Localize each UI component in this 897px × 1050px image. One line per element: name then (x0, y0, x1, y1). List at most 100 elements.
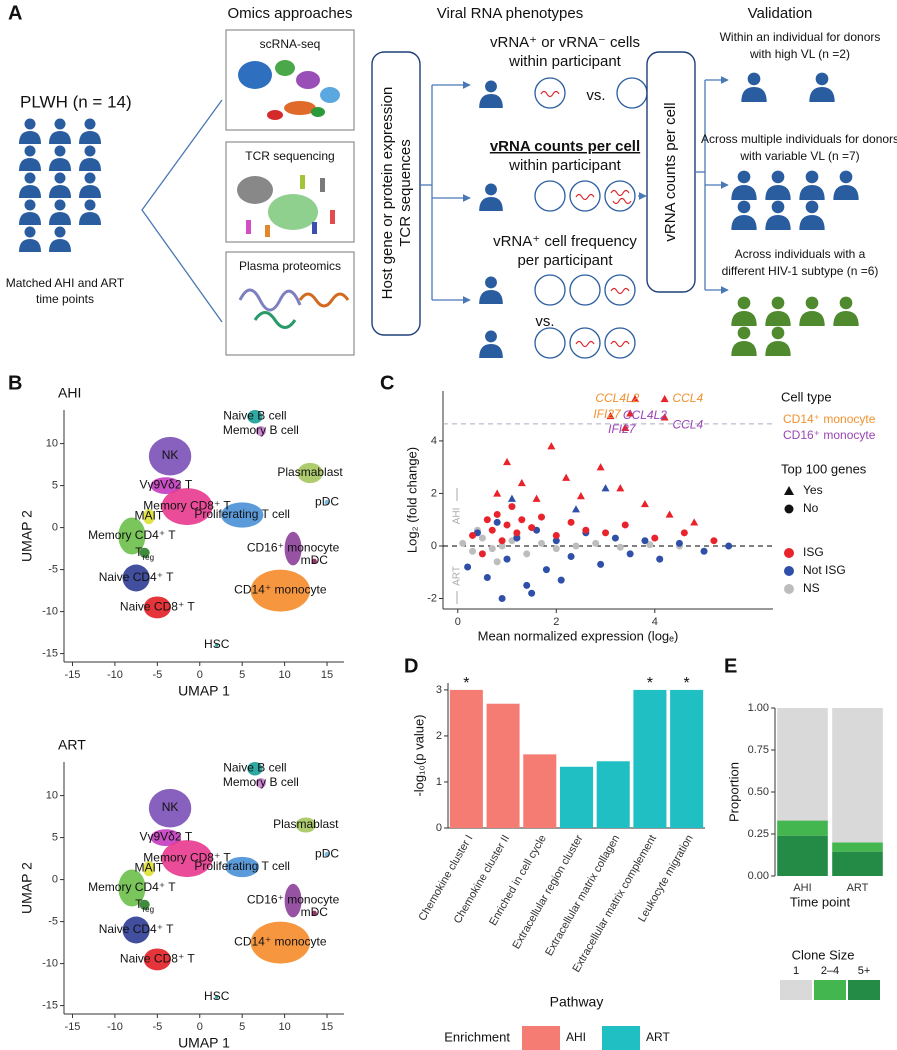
point (651, 534, 659, 542)
person-icon (19, 118, 41, 144)
validation-icons (731, 296, 859, 356)
cluster-name: Naive CD8⁺ T (120, 600, 195, 614)
cluster-name: Proliferating T cell (194, 507, 290, 521)
legend-swatch (848, 980, 880, 1000)
y-tick-label: -2 (427, 592, 437, 604)
cluster-name: T (135, 545, 143, 559)
validation-text: Across individuals with a (735, 247, 866, 261)
y-tick-label: 5 (52, 480, 58, 492)
point (552, 537, 560, 545)
legend-label: 5+ (858, 965, 871, 977)
legend-label: NS (803, 581, 820, 595)
point-triangle (507, 494, 516, 502)
cluster-name: MAIT (135, 861, 164, 875)
point (675, 539, 683, 547)
x-axis-label: UMAP 1 (178, 683, 230, 699)
legend-glyph (784, 566, 794, 576)
cohort-title: PLWH (n = 14) (20, 92, 132, 111)
cluster-name: Plasmablast (277, 465, 343, 479)
cluster-name: Naive B cell (223, 761, 286, 775)
person-icon (479, 183, 503, 211)
person-icon (49, 226, 71, 252)
person-icon (765, 170, 791, 200)
cluster (148, 436, 192, 476)
x-tick-label: -5 (152, 1021, 162, 1033)
point (552, 531, 560, 539)
cluster-name: Naive CD4⁺ T (99, 570, 174, 584)
cluster (250, 569, 311, 612)
cells (534, 77, 648, 359)
point-triangle (640, 499, 649, 508)
cluster (225, 856, 260, 878)
point (641, 537, 649, 545)
vs-text: vs. (586, 87, 605, 104)
point (656, 555, 664, 563)
cluster (255, 425, 266, 437)
cluster-name: NK (162, 800, 179, 814)
x-tick-label: 0 (455, 616, 461, 628)
cluster-label: Vγ9Vδ2 T (139, 830, 192, 844)
cluster (215, 995, 219, 999)
point-triangle (621, 423, 630, 431)
cluster-label: CD14⁺ monocyte (234, 583, 327, 597)
point (493, 518, 501, 526)
person-icon (765, 296, 791, 326)
cluster-label: Naive CD8⁺ T (120, 952, 195, 966)
point (597, 560, 605, 568)
x-tick-label: 15 (321, 1021, 333, 1033)
x-tick-label: -10 (107, 1021, 123, 1033)
point (538, 539, 546, 547)
heading: Validation (748, 5, 813, 22)
panel-label: A (8, 2, 22, 24)
x-axis-label: Time point (790, 894, 851, 909)
cluster-label: Memory CD4⁺ T (88, 528, 176, 542)
x-tick-label: 0 (197, 1021, 203, 1033)
person-icon (833, 296, 859, 326)
chart-title: AHI (58, 385, 81, 401)
point (552, 545, 560, 553)
x-tick-label: AHI (793, 882, 811, 894)
x-axis-label: Pathway (550, 994, 604, 1010)
input-box (371, 51, 421, 336)
cluster-label: Memory B cell (223, 775, 299, 789)
cluster (247, 410, 263, 424)
cluster-name: pDC (315, 847, 339, 861)
y-axis-label: Log₂ (fold change) (404, 447, 419, 553)
y-tick-label: 5 (52, 832, 58, 844)
person-icon (731, 170, 757, 200)
point (616, 543, 624, 551)
y-tick-label: 0 (431, 540, 437, 552)
phenotype-text: within participant (508, 157, 622, 174)
bar-segment (832, 851, 883, 876)
bar-segment (777, 835, 828, 876)
cluster-name: Memory B cell (223, 423, 299, 437)
point (488, 545, 496, 553)
legend-title: Cell type (781, 389, 832, 404)
cluster (118, 869, 146, 907)
y-tick-label: -5 (48, 564, 58, 576)
panel-label: E (724, 655, 737, 677)
cluster (122, 916, 150, 944)
point-triangle (616, 484, 625, 492)
point (528, 589, 536, 597)
bar-segment (832, 842, 883, 852)
cluster (150, 477, 182, 494)
y-tick-label: -5 (48, 916, 58, 928)
cluster-label: Naive CD8⁺ T (120, 600, 195, 614)
phenotype-text: within participant (508, 53, 622, 70)
omics-label: TCR sequencing (245, 149, 334, 163)
point (710, 537, 718, 545)
legend-label: Not ISG (803, 563, 846, 577)
cluster-name: Memory CD4⁺ T (88, 528, 176, 542)
person-icon (79, 118, 101, 144)
cluster (215, 643, 219, 647)
legend-label: No (803, 501, 819, 515)
cluster (139, 899, 150, 910)
person-icon (79, 172, 101, 198)
cluster-name: HSC (204, 637, 230, 651)
cluster (295, 817, 316, 833)
point (493, 558, 501, 566)
heading: Omics approaches (227, 5, 352, 22)
cluster (150, 829, 182, 846)
cluster-label: MAIT (135, 509, 164, 523)
